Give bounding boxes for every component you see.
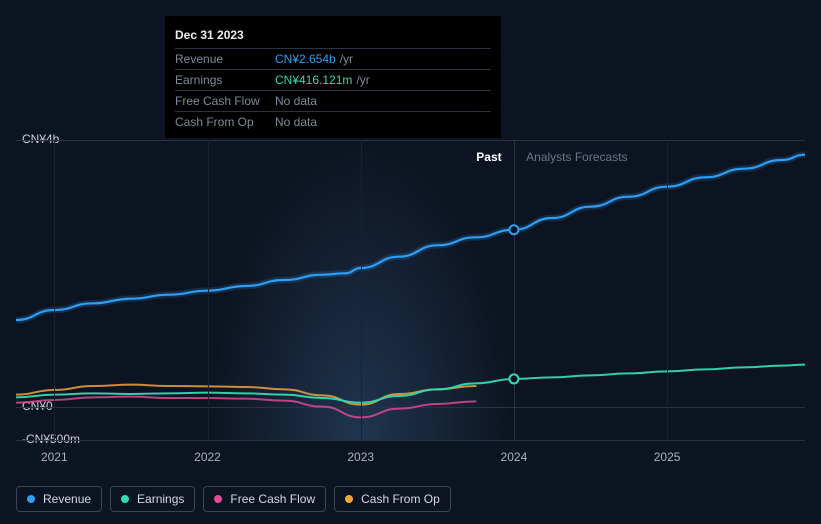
tooltip-row-value: No data [275, 94, 317, 108]
tooltip-row-unit: /yr [340, 52, 353, 66]
legend-item-revenue[interactable]: Revenue [16, 486, 102, 512]
legend-dot-icon [345, 495, 353, 503]
chart-tooltip: Dec 31 2023 RevenueCN¥2.654b/yrEarningsC… [165, 16, 501, 138]
series-marker-earnings [509, 374, 518, 383]
gridline-vertical [667, 140, 668, 440]
gridline-vertical [54, 140, 55, 440]
x-axis: 2021 2022 2023 2024 2025 [16, 450, 805, 470]
series-line-revenue [16, 155, 805, 320]
x-axis-label: 2025 [654, 450, 681, 464]
legend-dot-icon [121, 495, 129, 503]
tooltip-row-value: No data [275, 115, 317, 129]
tooltip-row: RevenueCN¥2.654b/yr [175, 48, 491, 69]
x-axis-label: 2023 [347, 450, 374, 464]
legend-item-label: Cash From Op [361, 492, 440, 506]
tooltip-row: Free Cash FlowNo data [175, 90, 491, 111]
tooltip-date: Dec 31 2023 [175, 24, 491, 48]
tooltip-row-value: CN¥2.654b [275, 52, 336, 66]
legend-item-free_cash_flow[interactable]: Free Cash Flow [203, 486, 326, 512]
legend-dot-icon [214, 495, 222, 503]
legend-dot-icon [27, 495, 35, 503]
series-marker-revenue [509, 225, 518, 234]
legend-item-label: Earnings [137, 492, 184, 506]
legend-item-label: Free Cash Flow [230, 492, 315, 506]
gridline-vertical [208, 140, 209, 440]
tooltip-row-label: Free Cash Flow [175, 94, 275, 108]
x-axis-label: 2022 [194, 450, 221, 464]
legend-item-cash_from_op[interactable]: Cash From Op [334, 486, 451, 512]
legend-item-label: Revenue [43, 492, 91, 506]
tooltip-row-label: Earnings [175, 73, 275, 87]
tooltip-row-label: Revenue [175, 52, 275, 66]
tooltip-row: Cash From OpNo data [175, 111, 491, 132]
gridline-vertical [361, 140, 362, 440]
x-axis-label: 2024 [501, 450, 528, 464]
legend-item-earnings[interactable]: Earnings [110, 486, 195, 512]
gridline-bottom [16, 440, 805, 441]
tooltip-row: EarningsCN¥416.121m/yr [175, 69, 491, 90]
tooltip-row-value: CN¥416.121m [275, 73, 352, 87]
tooltip-row-unit: /yr [356, 73, 369, 87]
chart-legend: Revenue Earnings Free Cash Flow Cash From O… [16, 486, 451, 512]
x-axis-label: 2021 [41, 450, 68, 464]
chart-plot-area[interactable] [16, 140, 805, 440]
series-line-free_cash_flow [16, 397, 476, 418]
tooltip-row-label: Cash From Op [175, 115, 275, 129]
